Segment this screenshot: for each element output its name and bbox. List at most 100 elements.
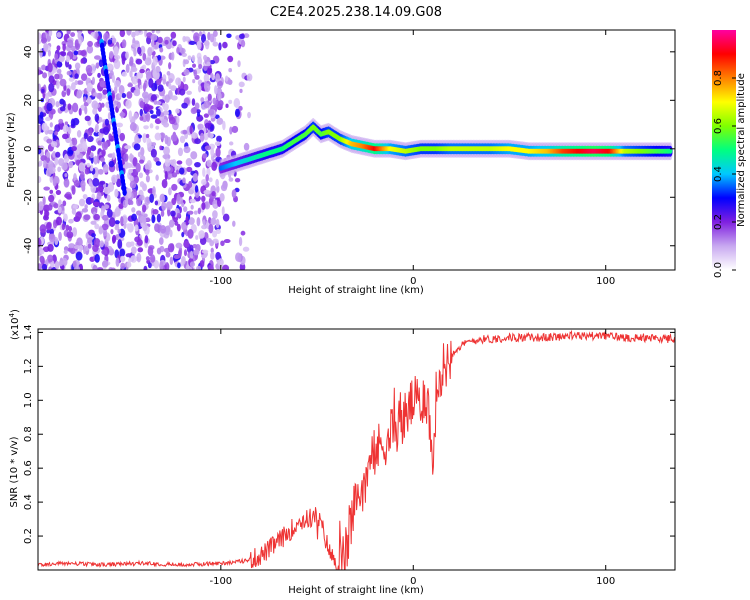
noise-speck [185,215,189,226]
noise-speck [209,33,215,43]
colorbar-label: Normalized spectral amplitude [736,73,747,227]
noise-speck [61,162,68,171]
noise-speck [234,177,241,183]
noise-speck [141,91,149,99]
noise-speck [97,72,101,78]
noise-speck [120,262,126,270]
noise-speck [130,66,138,73]
noise-speck [56,68,62,74]
snr-panel: -100 0 100 0.2 0.4 0.6 0.8 1.0 1.2 1.4 Height of… [8,309,676,596]
noise-speck [132,43,137,48]
noise-speck [61,223,66,231]
noise-speck [144,162,152,171]
colorbar-bar [712,30,736,270]
noise-speck [68,64,72,70]
noise-speck [41,122,48,132]
y-tick-label: 1.0 [23,392,34,408]
noise-speck [58,199,62,206]
spectrogram-diagonal-streak [99,38,127,196]
noise-speck [185,158,193,167]
noise-speck [70,32,76,37]
noise-speck [94,55,101,60]
noise-speck [168,82,172,90]
noise-speck [204,96,209,102]
noise-speck [73,244,81,250]
noise-speck [156,213,162,223]
noise-speck [152,44,159,50]
noise-speck [209,124,214,131]
noise-speck [190,151,198,160]
noise-speck [130,255,137,263]
noise-speck [134,30,140,36]
noise-speck [65,224,70,231]
noise-speck [114,207,121,217]
noise-speck [188,180,193,189]
noise-speck [175,242,183,249]
y-tick-label: -40 [23,238,34,254]
noise-speck [47,129,54,135]
noise-speck [203,100,210,109]
noise-speck [177,249,182,258]
snr-multiplier-close: ) [10,309,21,313]
noise-speck [74,73,79,79]
noise-speck [159,194,166,203]
noise-speck [72,204,79,210]
noise-speck [150,34,158,41]
noise-speck [199,132,205,142]
noise-speck [161,178,168,189]
y-tick-label: 0.6 [23,460,34,476]
noise-speck [140,222,144,228]
noise-speck [114,225,120,231]
noise-speck [214,141,221,147]
noise-speck [129,70,133,78]
noise-speck [187,228,194,239]
noise-speck [159,261,164,270]
noise-speck [64,121,69,126]
noise-speck [143,213,148,218]
noise-speck [86,135,94,143]
colorbar-ticks: 0.0 0.2 0.4 0.6 0.8 [713,70,736,278]
noise-speck [197,56,203,67]
noise-speck [102,163,109,173]
noise-speck [94,254,100,263]
noise-speck [188,266,193,270]
noise-speck [84,204,88,210]
noise-speck [203,80,208,91]
ridge-core [668,148,673,154]
noise-speck [39,48,43,59]
noise-speck [108,51,114,59]
noise-speck [54,260,60,270]
snr-multiplier-exponent: 4 [8,312,16,317]
noise-speck [101,260,109,268]
noise-speck [62,124,69,133]
noise-speck [57,61,63,68]
noise-speck [145,133,150,139]
noise-speck [168,219,175,228]
noise-speck [56,79,60,89]
noise-speck [166,71,171,76]
noise-speck [68,161,74,169]
noise-speck [195,265,202,270]
noise-speck [170,31,177,39]
noise-speck [76,237,83,248]
y-tick-label: 1.2 [23,358,34,374]
noise-speck [217,80,223,87]
noise-speck [192,32,200,43]
noise-speck [137,247,144,253]
noise-speck [55,216,63,226]
noise-speck [225,103,229,109]
noise-speck [92,177,100,187]
noise-speck [204,145,212,151]
noise-speck [193,249,200,256]
noise-speck [58,231,62,242]
noise-speck [125,253,133,258]
noise-speck [111,37,117,44]
noise-speck [171,95,178,101]
noise-speck [143,82,147,93]
noise-speck [187,210,194,215]
noise-speck [136,210,142,216]
y-tick-label: 0.8 [23,426,34,442]
noise-speck [55,151,61,158]
noise-speck [39,111,44,119]
noise-speck [182,177,186,184]
